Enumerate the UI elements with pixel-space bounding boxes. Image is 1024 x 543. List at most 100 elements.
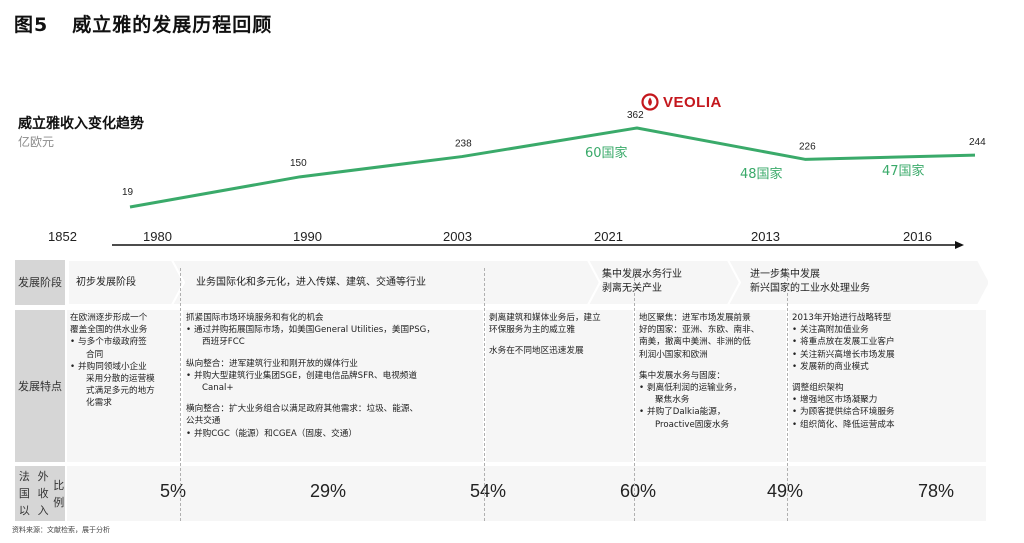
revenue-trend-chart: 19 150 238 362 226 244 60国家 48国家 47国家 1852 1980 19…	[48, 110, 986, 249]
feature-text: 西班牙FCC	[202, 337, 245, 348]
feature-text: 组织简化、降低运营成本	[792, 419, 983, 431]
feature-text: 为顾客提供综合环境服务	[792, 406, 983, 418]
row-header-ratio: 法国以 外收入 比例	[15, 466, 65, 521]
feature-text: 好的国家：亚洲、东欧、南非、	[639, 325, 760, 336]
data-label: 244	[969, 137, 986, 148]
feature-text: 增强地区市场凝聚力	[792, 394, 983, 406]
veolia-logo: VEOLIA	[641, 93, 722, 111]
trend-unit: 亿欧元	[18, 135, 55, 149]
stage-label-line: 新兴国家的工业水处理业务	[750, 283, 870, 294]
feature-gap	[186, 349, 480, 358]
feature-gap	[489, 336, 630, 345]
overseas-ratio-value: 29%	[310, 481, 347, 501]
country-count-annotation: 48国家	[740, 166, 783, 182]
column-divider	[484, 268, 485, 521]
data-label: 150	[290, 158, 307, 169]
ratio-row	[67, 466, 986, 521]
revenue-line	[129, 126, 976, 209]
timeline-year-label: 2013	[751, 229, 780, 244]
feature-text: 化需求	[86, 398, 112, 409]
timeline-arrowhead	[955, 241, 964, 249]
data-label: 19	[122, 187, 134, 198]
feature-text: 覆盖全国的供水业务	[70, 325, 148, 336]
feature-text: 并购大型建筑行业集团SGE，创建电信品牌SFR、电视频道	[186, 370, 480, 382]
timeline-year-label: 2021	[594, 229, 623, 244]
feature-text: 聚焦水务	[655, 395, 690, 406]
feature-text: 利润小国家和欧洲	[639, 349, 708, 360]
feature-text: 横向整合：扩大业务组合以满足政府其他需求：垃圾、能源、	[186, 404, 419, 415]
stage-label: 业务国际化和多元化，进入传媒、建筑、交通等行业	[196, 276, 426, 290]
stage-label: 初步发展阶段	[76, 276, 136, 290]
stage-label-line: 进一步集中发展	[750, 269, 820, 280]
timeline-year-label: 1980	[143, 229, 172, 244]
row-header-features: 发展 特点	[15, 310, 65, 462]
feature-text: 公共交通	[186, 416, 221, 427]
feature-text: 水务在不同地区迅速发展	[489, 346, 584, 357]
feature-text: 关注高附加值业务	[792, 324, 983, 336]
feature-text: 剥离低利润的运输业务，	[639, 382, 783, 394]
feature-cell: 2013年开始进行战略转型关注高附加值业务将重点放在发展工业客户关注新兴高增长市…	[789, 310, 986, 462]
overseas-ratio-value: 54%	[470, 481, 507, 501]
figure-title: 图5 威立雅的发展历程回顾	[14, 10, 272, 37]
stage-label: 集中发展水务行业 剥离无关产业	[602, 268, 682, 296]
feature-text: 式满足多元的地方	[86, 386, 155, 397]
overseas-ratio-value: 78%	[918, 481, 955, 501]
feature-cell: 剥离建筑和媒体业务后，建立 环保服务为主的威立雅 水务在不同地区迅速发展	[486, 310, 633, 462]
feature-text: 集中发展水务与固废：	[639, 370, 725, 381]
data-label: 238	[455, 139, 472, 150]
feature-cell: 地区聚焦：进军市场发展前景 好的国家：亚洲、东欧、南非、 南美，撤离中美洲、非洲的低…	[636, 310, 786, 462]
feature-text: 在欧洲逐步形成一个	[70, 313, 148, 323]
column-divider	[787, 268, 788, 521]
overseas-ratio-value: 49%	[767, 481, 804, 501]
feature-text: 2013年开始进行战略转型	[792, 313, 892, 323]
stage-chevron	[726, 260, 988, 306]
feature-text: 通过并购拓展国际市场，如美国General Utilities，美国PSG，	[186, 324, 480, 336]
stage-label-line: 集中发展水务行业	[602, 269, 682, 280]
feature-cell: 抓紧国际市场环境服务和有化的机会通过并购拓展国际市场，如美国General Ut…	[183, 310, 483, 462]
feature-text: 地区聚焦：进军市场发展前景	[639, 313, 751, 323]
feature-text: 调整组织架构	[792, 383, 844, 394]
feature-gap	[186, 394, 480, 403]
veolia-logo-icon	[641, 93, 659, 111]
feature-text: 关注新兴高增长市场发展	[792, 349, 983, 361]
country-count-annotation: 47国家	[882, 163, 925, 179]
timeline-year-label: 2003	[443, 229, 472, 244]
feature-text: 发展新的商业模式	[792, 361, 983, 373]
overseas-ratio-value: 5%	[160, 481, 187, 501]
feature-gap	[792, 373, 983, 382]
feature-text: 剥离建筑和媒体业务后，建立	[489, 313, 601, 323]
feature-gap	[639, 361, 783, 370]
feature-text: 并购CGC（能源）和CGEA（固废、交通）	[186, 428, 480, 440]
stage-label: 进一步集中发展新兴国家的工业水处理业务	[750, 268, 870, 296]
feature-cell: 在欧洲逐步形成一个覆盖全国的供水业务与多个市级政府签合同并购同领域小企业采用分散…	[67, 310, 180, 462]
feature-text: 并购同领域小企业	[70, 361, 177, 373]
column-divider	[634, 268, 635, 521]
stage-label-line: 剥离无关产业	[602, 283, 662, 294]
feature-text: 并购了Dalkia能源，	[639, 406, 783, 418]
veolia-logo-text: VEOLIA	[663, 93, 722, 111]
figure-number: 图5	[14, 14, 49, 36]
data-label: 226	[799, 141, 816, 152]
feature-text: 南美，撤离中美洲、非洲的低	[639, 337, 751, 348]
figure-title-text: 威立雅的发展历程回顾	[72, 14, 273, 36]
timeline-year-label: 2016	[903, 229, 932, 244]
feature-text: 将重点放在发展工业客户	[792, 336, 983, 348]
feature-text: Canal+	[202, 383, 234, 394]
timeline-year-label: 1852	[48, 229, 77, 244]
feature-text: 与多个市级政府签	[70, 336, 177, 348]
feature-text: 合同	[86, 349, 104, 360]
stage-label-line: 业务国际化和多元化，进入传媒、建筑、交通等行业	[196, 277, 426, 288]
stage-label-line: 初步发展阶段	[76, 277, 136, 288]
country-count-annotation: 60国家	[585, 145, 628, 161]
trend-title: 威立雅收入变化趋势	[18, 116, 144, 132]
data-label: 362	[627, 110, 644, 121]
feature-text: 抓紧国际市场环境服务和有化的机会	[186, 313, 324, 323]
source-note: 资料来源：文献检索，展于分析	[12, 526, 110, 534]
feature-text: 采用分散的运营模	[86, 374, 155, 385]
row-header-stage: 发展 阶段	[15, 260, 65, 305]
feature-text: Proactive固废水务	[655, 419, 730, 430]
stage-chevrons	[68, 260, 988, 306]
overseas-ratio-value: 60%	[620, 481, 657, 501]
feature-text: 纵向整合：进军建筑行业和刚开放的媒体行业	[186, 358, 358, 369]
feature-text: 环保服务为主的威立雅	[489, 325, 575, 336]
